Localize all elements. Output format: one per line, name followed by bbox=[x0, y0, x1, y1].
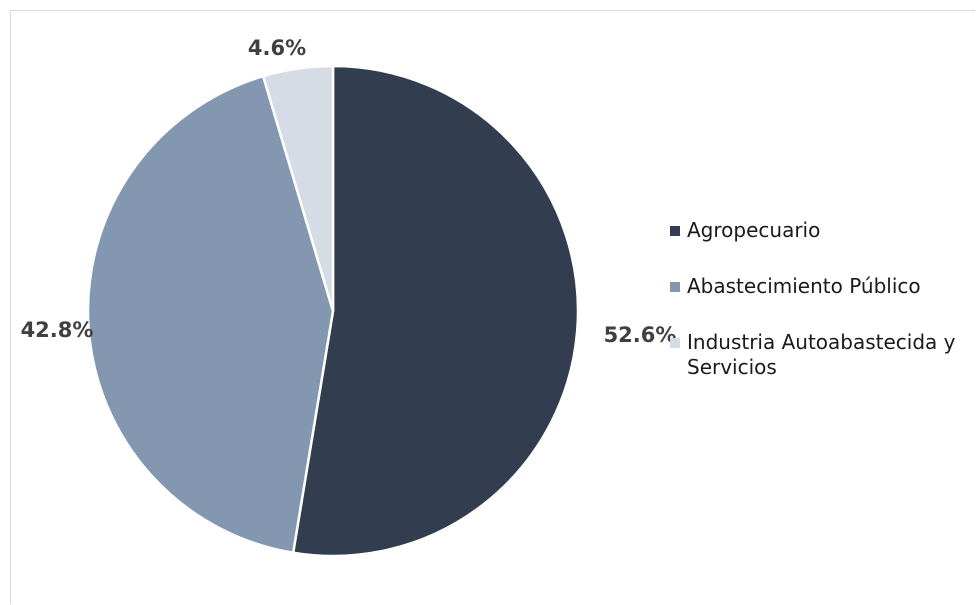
legend-item-abastecimiento-publico: Abastecimiento Público bbox=[670, 274, 975, 299]
legend-item-industria: Industria Autoabastecida y Servicios bbox=[670, 330, 975, 380]
pie-data-labels: 52.6% 42.8% 4.6% bbox=[21, 36, 677, 347]
data-label-agropecuario: 52.6% bbox=[604, 323, 677, 347]
pie-slice-abastecimiento-publico bbox=[86, 74, 335, 554]
legend-label: Agropecuario bbox=[687, 218, 821, 242]
legend-swatch bbox=[670, 282, 680, 292]
legend-swatch bbox=[670, 338, 680, 348]
pie-slices bbox=[86, 64, 580, 558]
legend-label: Abastecimiento Público bbox=[687, 274, 921, 298]
legend-swatch bbox=[670, 226, 680, 236]
legend: Agropecuario Abastecimiento Público Indu… bbox=[670, 218, 975, 411]
pie-slice-industria bbox=[261, 64, 335, 313]
data-label-abastecimiento-publico: 42.8% bbox=[21, 318, 94, 342]
legend-item-agropecuario: Agropecuario bbox=[670, 218, 975, 243]
data-label-industria: 4.6% bbox=[248, 36, 306, 60]
legend-label: Industria Autoabastecida y Servicios bbox=[687, 330, 956, 379]
pie-slice-agropecuario bbox=[291, 64, 580, 558]
